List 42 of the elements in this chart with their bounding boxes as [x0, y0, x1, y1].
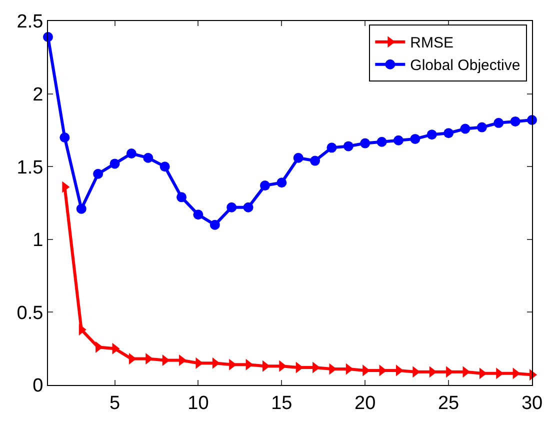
point [160, 162, 170, 172]
x-tick-label: 5 [109, 392, 120, 414]
point [343, 141, 354, 152]
point [243, 202, 254, 212]
point [310, 156, 320, 166]
point [376, 136, 387, 147]
point [60, 132, 70, 142]
point [110, 158, 120, 169]
y-tick-label: 1.5 [16, 157, 44, 178]
point [226, 202, 237, 212]
x-tick-label: 20 [354, 392, 376, 414]
x-tick-label: 30 [521, 392, 543, 414]
point [193, 210, 204, 220]
point [410, 134, 420, 144]
y-tick-label: 2.5 [16, 12, 44, 33]
y-tick-label: 1 [32, 230, 44, 252]
point [494, 118, 504, 128]
point [360, 138, 370, 148]
point [76, 204, 86, 214]
point [393, 135, 404, 146]
point [426, 130, 437, 140]
point [126, 148, 136, 158]
x-tick-label: 25 [438, 392, 460, 414]
legend-label: Global Objective [410, 57, 520, 74]
point [143, 152, 154, 163]
point [260, 180, 270, 191]
point [176, 192, 187, 202]
point [210, 220, 220, 230]
y-tick-label: 2 [32, 84, 44, 106]
point [444, 128, 454, 138]
point [93, 168, 104, 179]
point [276, 178, 287, 188]
point [460, 124, 470, 134]
y-tick-label: 0.5 [16, 302, 44, 324]
legend-label: RMSE [410, 34, 454, 52]
point [293, 152, 304, 163]
point [476, 122, 487, 132]
point [326, 142, 337, 153]
x-tick-label: 10 [188, 392, 209, 414]
point [510, 116, 520, 126]
y-tick-label: 0 [32, 376, 44, 397]
x-tick-label: 15 [271, 392, 292, 414]
